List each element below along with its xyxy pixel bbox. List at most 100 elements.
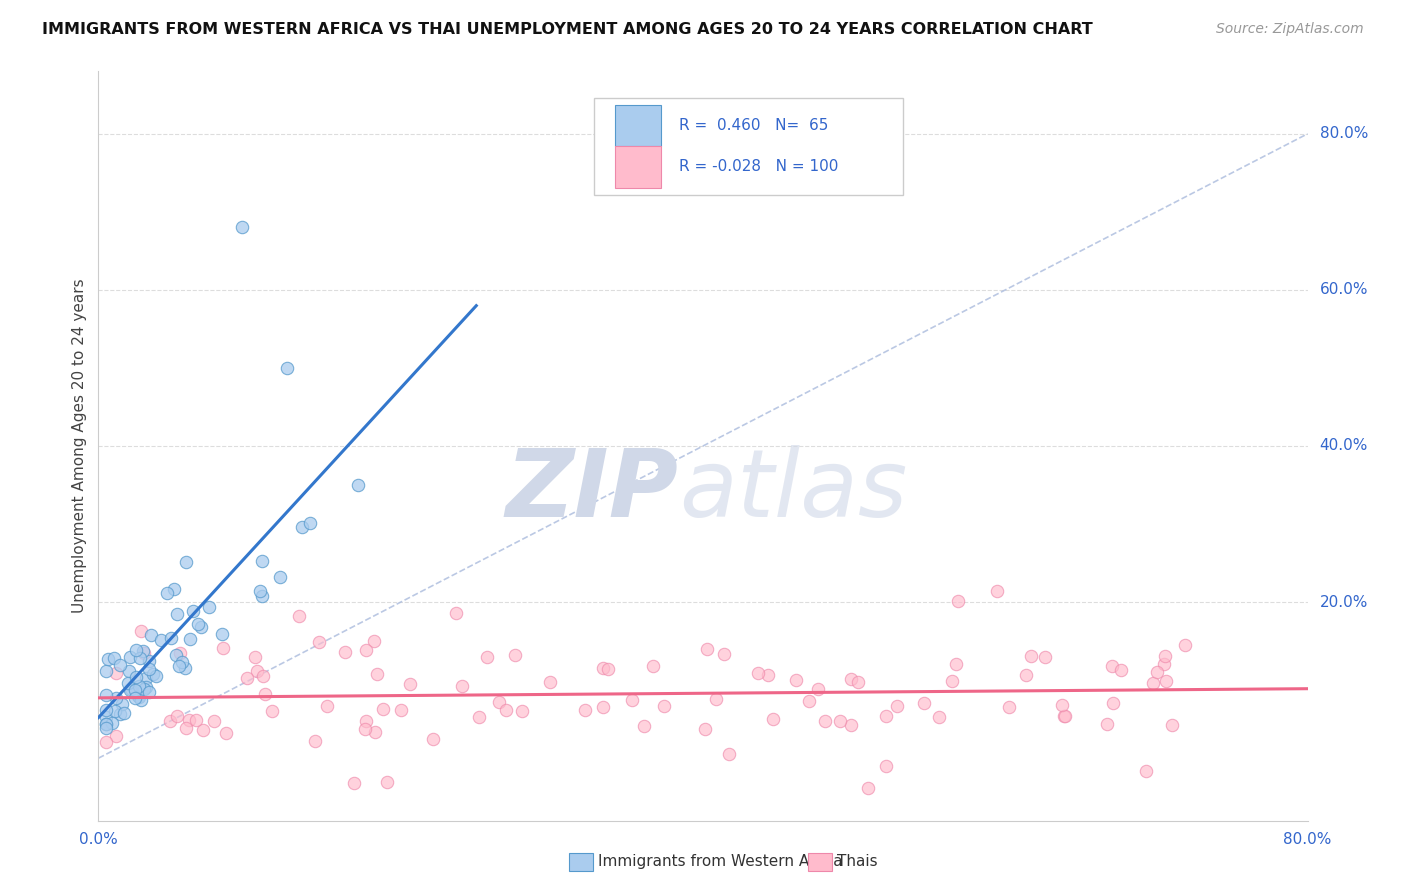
Point [104,729,127,743]
Point [354,722,377,736]
Point [363,634,385,648]
Point [94,721,117,735]
Text: ZIP: ZIP [506,445,679,537]
Point [333,645,356,659]
Point [139,628,162,642]
Point [1050,698,1073,713]
Point [747,665,769,680]
Point [986,584,1008,599]
Point [1101,696,1123,710]
Point [129,650,152,665]
Point [246,664,269,678]
Point [94,717,117,731]
Point [250,589,273,603]
Point [101,715,124,730]
Point [165,648,187,663]
Text: 40.0%: 40.0% [1320,439,1368,453]
Point [510,705,533,719]
Point [488,696,510,710]
Point [253,688,276,702]
Point [262,704,284,718]
Point [1101,659,1123,673]
Point [652,698,675,713]
Bar [614,105,661,146]
Point [141,666,163,681]
Point [138,654,160,668]
Point [162,582,184,596]
Text: Thais: Thais [837,855,877,869]
Text: R = -0.028   N = 100: R = -0.028 N = 100 [679,160,838,175]
Point [308,634,330,648]
Point [1052,709,1074,723]
Point [110,658,132,673]
Point [156,586,179,600]
Text: IMMIGRANTS FROM WESTERN AFRICA VS THAI UNEMPLOYMENT AMONG AGES 20 TO 24 YEARS CO: IMMIGRANTS FROM WESTERN AFRICA VS THAI U… [42,22,1092,37]
Point [231,220,253,235]
Point [108,706,131,721]
Text: 80.0%: 80.0% [1320,127,1368,141]
Text: Source: ZipAtlas.com: Source: ZipAtlas.com [1216,22,1364,37]
Point [135,680,157,694]
Point [495,703,517,717]
Point [1033,649,1056,664]
Point [252,669,274,683]
Point [450,679,472,693]
Point [696,642,718,657]
Point [269,570,291,584]
Point [839,672,862,686]
Point [875,759,897,773]
Point [94,665,117,679]
Point [110,697,132,711]
Point [1135,764,1157,779]
Point [928,710,950,724]
Point [172,655,194,669]
Point [762,712,785,726]
Point [1015,667,1038,681]
Point [120,681,142,696]
Point [704,692,727,706]
Point [299,516,322,531]
Point [304,734,326,748]
Point [125,670,148,684]
Point [198,599,221,614]
Point [177,713,200,727]
Point [364,724,387,739]
Point [373,702,395,716]
Point [946,594,969,608]
Text: 0.0%: 0.0% [79,832,118,847]
Point [117,676,139,690]
FancyBboxPatch shape [595,97,903,195]
Point [347,478,370,492]
Y-axis label: Unemployment Among Ages 20 to 24 years: Unemployment Among Ages 20 to 24 years [72,278,87,614]
Point [112,706,135,720]
Point [356,642,378,657]
Point [592,699,614,714]
Point [846,674,869,689]
Point [886,699,908,714]
Point [718,747,741,761]
Point [574,703,596,717]
Point [94,689,117,703]
Point [149,632,172,647]
Point [181,604,204,618]
Point [118,649,141,664]
Point [828,714,851,728]
Point [1053,708,1076,723]
Point [343,775,366,789]
Point [118,665,141,679]
Point [398,677,420,691]
Point [785,673,807,687]
Point [1095,717,1118,731]
Point [124,682,146,697]
Point [596,662,619,676]
Point [875,709,897,723]
Point [475,650,498,665]
Point [124,691,146,706]
Point [94,717,117,731]
Text: 20.0%: 20.0% [1320,595,1368,609]
Point [1160,717,1182,731]
Point [389,703,412,717]
Point [104,704,127,718]
Point [202,714,225,728]
Point [633,719,655,733]
